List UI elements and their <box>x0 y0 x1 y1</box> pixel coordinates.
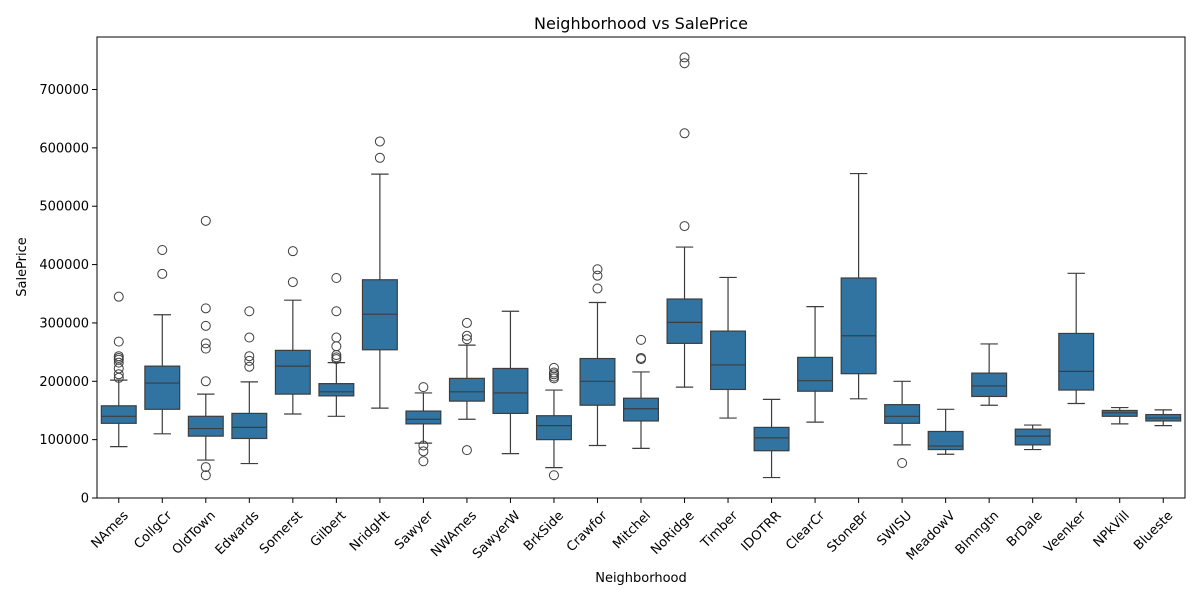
chart-title: Neighborhood vs SalePrice <box>534 14 748 33</box>
box-iqr <box>318 383 355 397</box>
outlier-point <box>113 336 124 347</box>
outlier-point <box>244 355 255 366</box>
outlier-point <box>244 332 255 343</box>
outlier-point <box>113 357 124 368</box>
outlier-point <box>461 445 472 456</box>
outlier-point <box>897 457 908 468</box>
outlier-point <box>374 136 385 147</box>
outlier-point <box>113 372 124 383</box>
outlier-point <box>287 246 298 257</box>
outlier-point <box>287 277 298 288</box>
outlier-point <box>200 215 211 226</box>
box-iqr <box>187 415 224 437</box>
outlier-point <box>636 334 646 345</box>
outlier-point <box>679 128 690 139</box>
outlier-point <box>461 334 472 345</box>
outlier-point <box>461 317 472 328</box>
outlier-point <box>461 330 472 341</box>
box-iqr <box>231 412 268 440</box>
outlier-point <box>548 373 559 384</box>
box-iqr <box>753 426 790 452</box>
x-axis-title: Neighborhood <box>595 571 687 586</box>
box-iqr <box>405 410 442 425</box>
box-iqr <box>884 404 921 424</box>
outlier-point <box>592 270 603 281</box>
y-tick-label: 400000 <box>39 258 89 273</box>
outlier-point <box>157 268 168 279</box>
box-iqr <box>535 415 572 441</box>
outlier-point <box>200 338 211 349</box>
outlier-point <box>679 58 690 69</box>
box-iqr <box>100 405 137 424</box>
outlier-point <box>548 369 559 380</box>
box-iqr <box>710 330 747 391</box>
box-iqr <box>144 365 181 410</box>
y-tick-label: 200000 <box>39 375 89 390</box>
outlier-point <box>200 343 211 354</box>
outlier-point <box>374 152 385 163</box>
outlier-point <box>331 354 342 365</box>
outlier-point <box>418 446 429 457</box>
y-tick-label: 300000 <box>39 316 89 331</box>
outlier-point <box>418 456 429 467</box>
outlier-point <box>636 354 646 365</box>
box-iqr <box>274 349 311 395</box>
box-iqr <box>666 298 703 344</box>
outlier-point <box>200 470 211 481</box>
outlier-point <box>679 221 690 232</box>
y-tick-label: 0 <box>81 492 89 507</box>
box-iqr <box>1058 332 1095 391</box>
y-tick-label: 600000 <box>39 141 89 156</box>
box-iqr <box>492 367 529 414</box>
box-iqr <box>797 356 834 392</box>
box-iqr <box>1014 428 1051 446</box>
outlier-point <box>592 283 603 294</box>
outlier-point <box>157 244 168 255</box>
outlier-point <box>548 470 559 481</box>
outlier-point <box>679 52 690 63</box>
plot-frame <box>96 36 1186 499</box>
box-iqr <box>840 277 877 375</box>
outlier-point <box>244 351 255 362</box>
outlier-point <box>418 440 429 451</box>
box-iqr <box>622 397 660 422</box>
outlier-point <box>331 273 342 284</box>
y-tick-label: 500000 <box>39 200 89 215</box>
box-iqr <box>448 377 485 402</box>
box-iqr <box>971 372 1008 398</box>
outlier-point <box>113 369 124 380</box>
outlier-point <box>200 320 211 331</box>
outlier-point <box>331 350 342 361</box>
outlier-point <box>113 291 124 302</box>
outlier-point <box>244 306 255 317</box>
outlier-point <box>331 306 342 317</box>
outlier-point <box>200 376 211 387</box>
outlier-point <box>200 303 211 314</box>
y-tick-label: 700000 <box>39 83 89 98</box>
outlier-point <box>418 382 429 393</box>
y-axis-title: SalePrice <box>15 237 30 297</box>
box-iqr <box>927 430 964 451</box>
y-tick-label: 100000 <box>39 433 89 448</box>
outlier-point <box>244 361 255 372</box>
outlier-point <box>592 264 603 275</box>
outlier-point <box>200 462 211 473</box>
